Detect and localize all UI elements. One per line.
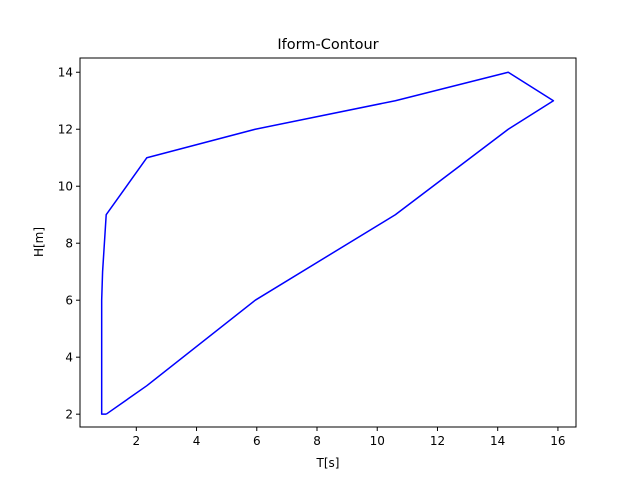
x-tick-label: 6 xyxy=(253,434,261,448)
y-tick-label: 12 xyxy=(58,123,73,137)
y-tick-label: 4 xyxy=(65,351,73,365)
y-tick-label: 6 xyxy=(65,294,73,308)
x-tick-label: 4 xyxy=(193,434,201,448)
x-tick-label: 14 xyxy=(490,434,505,448)
axes: 2 4 6 8 10 12 14 16 2 4 6 8 10 12 14 xyxy=(58,57,577,448)
x-tick-label: 8 xyxy=(313,434,321,448)
y-tick-label: 8 xyxy=(65,237,73,251)
x-tick-label: 2 xyxy=(132,434,140,448)
x-tick-label: 10 xyxy=(370,434,385,448)
axes-frame xyxy=(79,57,577,428)
y-tick-label: 10 xyxy=(58,180,73,194)
x-tick-label: 12 xyxy=(430,434,445,448)
x-axis-label: T[s] xyxy=(316,456,340,470)
y-tick-label: 14 xyxy=(58,66,73,80)
y-axis-label: H[m] xyxy=(32,227,46,257)
x-tick-label: 16 xyxy=(550,434,565,448)
contour-line xyxy=(100,71,555,415)
plot-area xyxy=(100,71,555,415)
y-tick-label: 2 xyxy=(65,408,73,422)
chart-title: Iform-Contour xyxy=(277,37,378,53)
